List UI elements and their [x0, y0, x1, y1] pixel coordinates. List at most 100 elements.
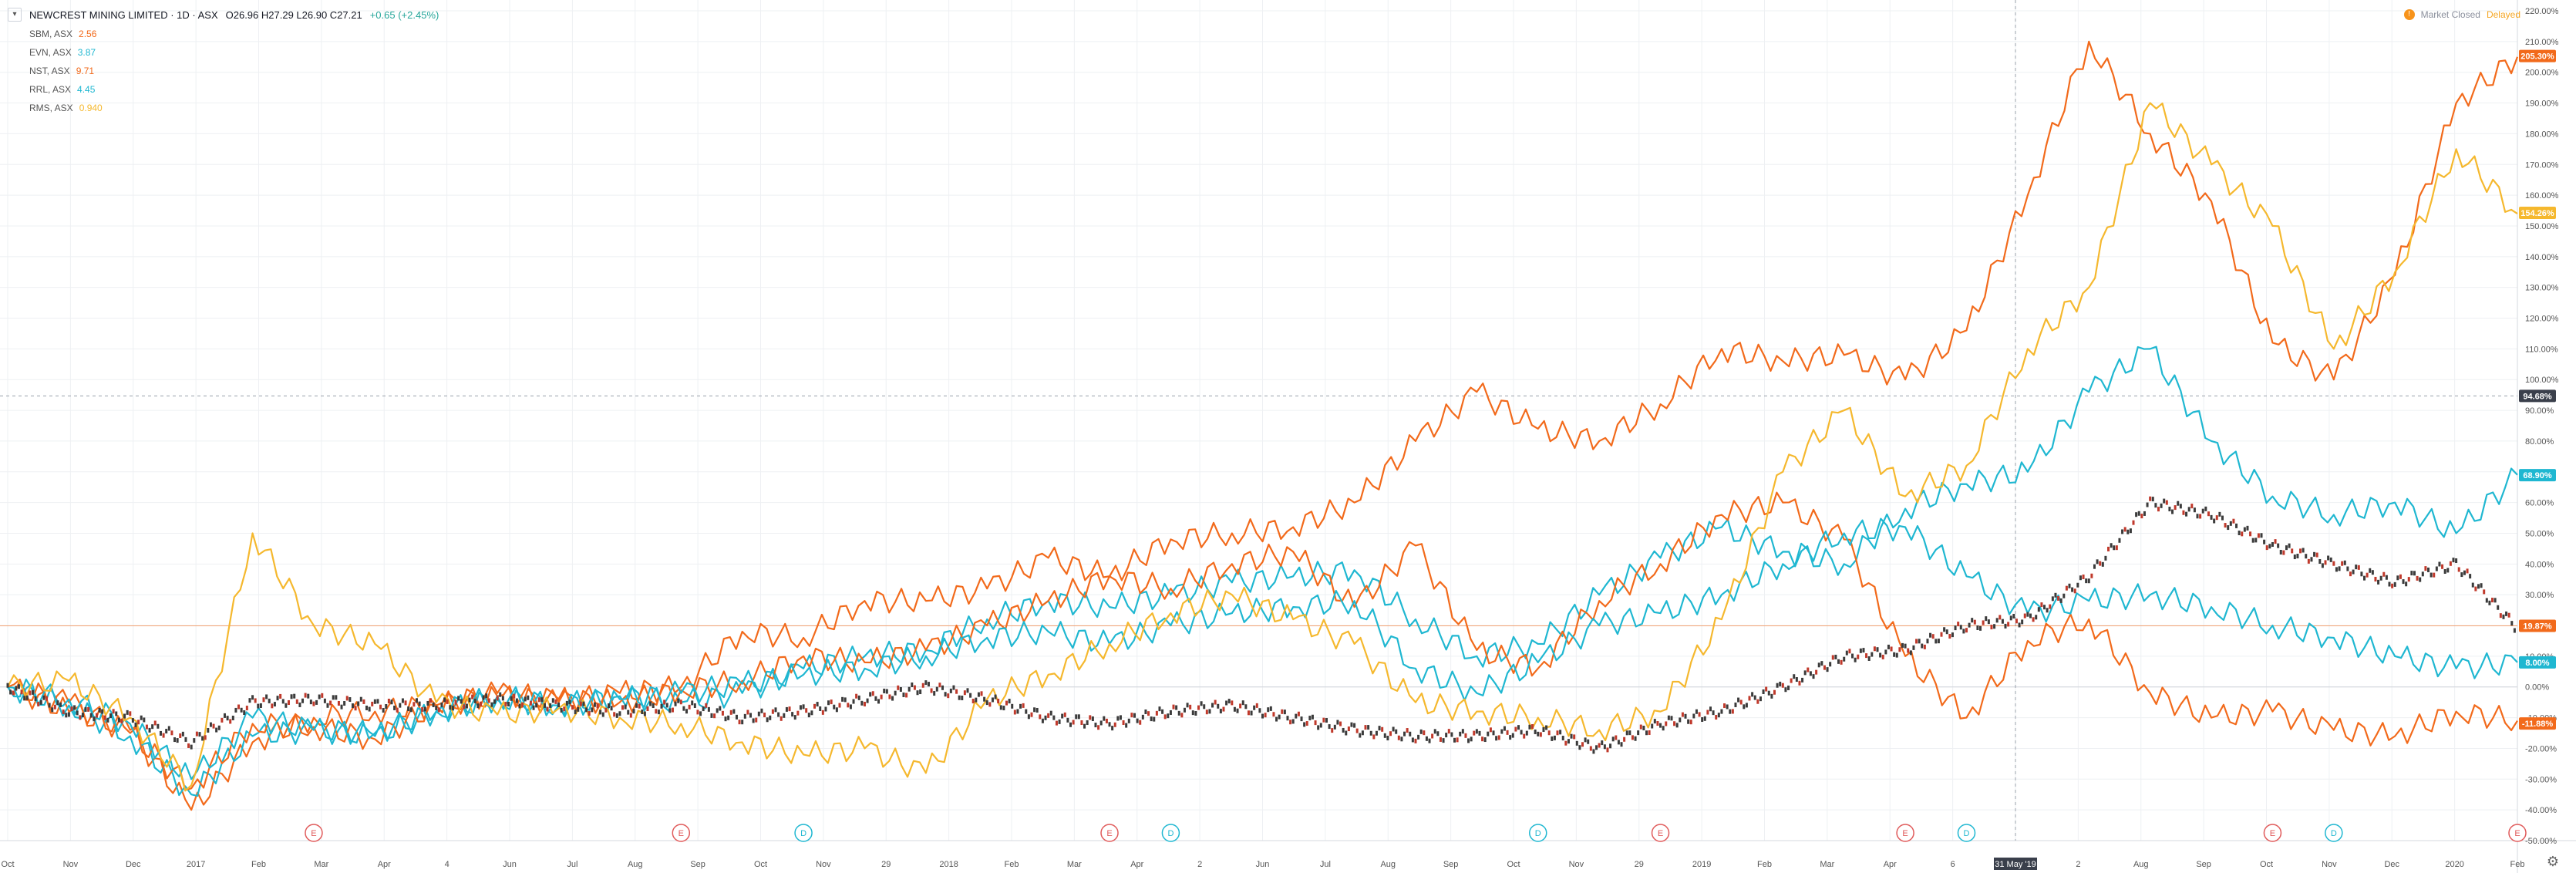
- ncm-candle: [373, 699, 376, 704]
- ncm-candle: [716, 708, 719, 713]
- ncm-candle: [1511, 733, 1514, 738]
- x-tick-label: 2019: [1692, 860, 1711, 869]
- price-label-box: [2519, 619, 2556, 632]
- ncm-candle: [42, 695, 45, 700]
- ncm-candle: [1687, 719, 1690, 724]
- ncm-candle: [1139, 720, 1142, 725]
- ncm-candle: [2477, 584, 2480, 589]
- ncm-candle: [710, 713, 713, 718]
- ncm-candle: [760, 708, 763, 713]
- ncm-candle: [39, 699, 42, 705]
- ncm-candle: [173, 737, 177, 743]
- ncm-candle: [604, 707, 608, 713]
- legend-item[interactable]: SBM, ASX 2.56: [8, 25, 439, 43]
- ncm-candle: [1881, 654, 1884, 659]
- event-marker[interactable]: [1651, 824, 1670, 842]
- ncm-candle: [1739, 699, 1743, 705]
- ncm-candle: [67, 712, 70, 717]
- ncm-candle: [591, 707, 594, 713]
- ncm-candle: [540, 697, 544, 703]
- ncm-candle: [537, 697, 540, 703]
- ncm-candle: [1049, 710, 1052, 716]
- event-marker[interactable]: [1529, 824, 1547, 842]
- ncm-candle: [1595, 745, 1598, 750]
- y-tick-label: 160.00%: [2525, 191, 2559, 201]
- ncm-candle: [2371, 570, 2374, 575]
- ncm-candle: [632, 709, 635, 714]
- ncm-candle: [153, 720, 157, 726]
- legend-item[interactable]: RRL, ASX 4.45: [8, 80, 439, 99]
- ncm-candle: [2177, 501, 2180, 506]
- ncm-candle: [1509, 735, 1512, 740]
- event-marker[interactable]: [1957, 824, 1976, 842]
- ncm-candle: [2402, 579, 2405, 585]
- chevron-down-icon[interactable]: ▾: [8, 8, 22, 22]
- series-line-rms[interactable]: [7, 102, 2518, 792]
- ncm-candle: [1044, 715, 1047, 720]
- ncm-candle: [2324, 560, 2327, 565]
- ncm-candle: [485, 693, 488, 699]
- event-marker[interactable]: [1161, 824, 1180, 842]
- ncm-candle: [2071, 587, 2074, 592]
- event-marker[interactable]: [794, 824, 813, 842]
- ncm-candle: [207, 727, 210, 733]
- ncm-candle: [532, 705, 535, 710]
- gear-icon[interactable]: ⚙: [2546, 854, 2559, 869]
- ncm-candle: [229, 719, 232, 724]
- ncm-candle: [1901, 642, 1904, 648]
- ncm-candle: [1987, 619, 1990, 625]
- legend-value: 9.71: [76, 66, 95, 76]
- ncm-candle: [2494, 598, 2497, 603]
- event-marker[interactable]: [2508, 824, 2527, 842]
- ncm-candle: [2004, 623, 2007, 629]
- event-marker[interactable]: [2263, 824, 2282, 842]
- event-marker[interactable]: [305, 824, 323, 842]
- ncm-candle: [966, 688, 969, 693]
- alert-icon[interactable]: !: [2403, 9, 2415, 20]
- event-marker[interactable]: [672, 824, 691, 842]
- ncm-candle: [1175, 705, 1178, 710]
- ncm-candle: [1225, 700, 1228, 706]
- ncm-candle: [423, 706, 426, 712]
- legend-item[interactable]: EVN, ASX 3.87: [8, 43, 439, 62]
- ncm-candle: [947, 693, 950, 699]
- ncm-candle: [1039, 714, 1042, 720]
- ncm-candle: [685, 709, 689, 714]
- ncm-candle: [2315, 552, 2318, 558]
- legend-value: 4.45: [77, 84, 96, 95]
- ncm-candle: [813, 703, 817, 709]
- ncm-candle: [482, 695, 485, 700]
- event-marker[interactable]: [1100, 824, 1119, 842]
- ncm-candle: [1642, 726, 1645, 731]
- legend-item[interactable]: RMS, ASX 0.940: [8, 99, 439, 117]
- ncm-candle: [2413, 571, 2416, 576]
- ncm-candle: [1803, 670, 1807, 676]
- event-marker[interactable]: [2325, 824, 2343, 842]
- ncm-candle: [857, 695, 860, 700]
- ncm-candle: [1489, 727, 1492, 733]
- ncm-candle: [48, 703, 51, 708]
- ncm-candle: [1025, 709, 1028, 714]
- ncm-candle: [1737, 697, 1740, 703]
- event-marker[interactable]: [1896, 824, 1914, 842]
- legend-item[interactable]: NST, ASX 9.71: [8, 62, 439, 80]
- ncm-candle: [2355, 565, 2358, 570]
- ncm-candle: [457, 696, 460, 701]
- ncm-candle: [1233, 706, 1236, 712]
- series-line-rrl[interactable]: [7, 517, 2518, 780]
- ncm-candle: [1005, 700, 1009, 706]
- ncm-candle: [279, 693, 282, 699]
- ncm-candle: [454, 699, 457, 705]
- ncm-candle: [1091, 716, 1094, 722]
- ncm-candle: [2421, 571, 2424, 577]
- ncm-candle: [70, 706, 73, 712]
- ncm-candle: [777, 712, 780, 717]
- ncm-candle: [2438, 561, 2441, 567]
- ncm-candle: [507, 701, 510, 706]
- ncm-candle: [1244, 704, 1248, 710]
- ncm-candle: [521, 702, 524, 707]
- ncm-candle: [1369, 730, 1372, 736]
- ncm-candle: [985, 700, 988, 706]
- ncm-candle: [2009, 615, 2012, 621]
